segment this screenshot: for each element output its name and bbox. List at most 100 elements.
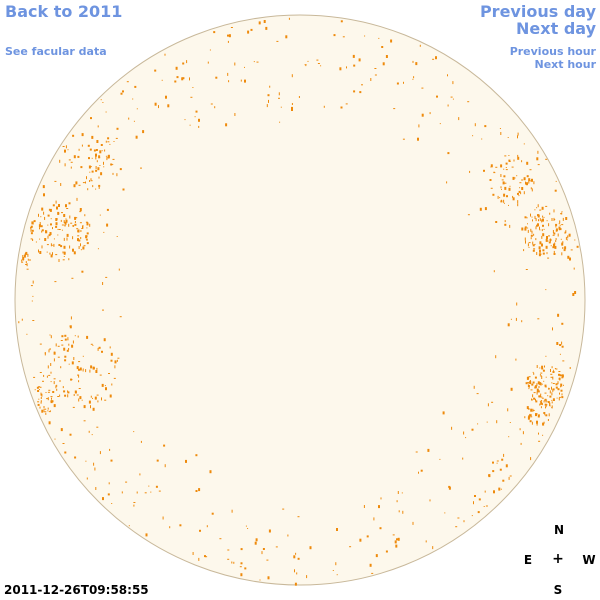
facula-point <box>268 529 271 533</box>
compass-east-label: E <box>523 553 533 567</box>
facula-point <box>106 208 109 211</box>
facula-point <box>392 534 395 536</box>
back-to-year-link[interactable]: Back to 2011 <box>5 2 123 21</box>
facula-point <box>559 392 560 395</box>
facula-point <box>511 166 514 168</box>
previous-day-link[interactable]: Previous day <box>479 2 596 21</box>
next-day-link[interactable]: Next day <box>516 19 596 38</box>
facula-point <box>96 367 98 370</box>
facula-point <box>553 243 555 247</box>
facula-point <box>526 217 528 219</box>
facula-point <box>42 380 44 382</box>
facula-point <box>549 238 552 241</box>
facula-point <box>551 401 553 404</box>
facula-point <box>78 380 80 383</box>
facula-point <box>381 46 384 48</box>
facula-point <box>75 181 78 185</box>
facula-point <box>492 193 495 196</box>
facula-point <box>539 374 541 376</box>
facula-point <box>99 451 101 455</box>
facula-point <box>45 392 47 393</box>
facula-point <box>49 252 51 255</box>
facula-point <box>65 145 67 149</box>
facula-point <box>105 276 108 278</box>
facula-point <box>25 264 28 265</box>
facula-point <box>79 367 82 371</box>
facula-point <box>484 207 487 211</box>
facula-point <box>538 395 541 398</box>
facula-point <box>43 374 45 377</box>
facula-point <box>519 187 521 189</box>
facula-point <box>561 374 564 378</box>
facula-point <box>52 244 54 246</box>
facula-point <box>540 372 543 374</box>
facula-point <box>469 170 471 173</box>
see-facular-data-link[interactable]: See facular data <box>5 45 107 58</box>
next-hour-link[interactable]: Next hour <box>534 58 597 71</box>
facula-point <box>54 438 56 440</box>
facula-point <box>323 105 325 108</box>
facula-point <box>110 352 113 356</box>
facula-point <box>77 235 80 237</box>
facula-point <box>94 396 97 400</box>
facula-point <box>542 422 545 426</box>
facula-point <box>60 219 62 222</box>
facula-point <box>63 237 65 241</box>
facula-point <box>100 144 103 146</box>
facula-point <box>473 501 474 505</box>
facula-point <box>545 158 548 160</box>
facula-point <box>536 252 538 255</box>
facula-point <box>67 339 69 341</box>
facula-point <box>63 390 66 393</box>
facula-point <box>44 408 47 410</box>
facula-point <box>521 160 523 163</box>
facula-point <box>442 411 445 415</box>
facula-point <box>52 400 54 403</box>
facula-point <box>448 486 451 490</box>
facula-point <box>526 175 529 178</box>
facula-point <box>291 106 293 110</box>
facula-point <box>38 386 41 388</box>
facula-point <box>282 508 285 510</box>
facula-point <box>97 167 100 171</box>
facula-point <box>574 239 576 241</box>
facula-point <box>85 238 88 240</box>
facula-point <box>548 388 550 390</box>
facula-point <box>541 368 544 370</box>
facula-point <box>110 359 113 362</box>
facula-point <box>538 432 539 435</box>
facula-point <box>80 243 81 247</box>
facula-point <box>523 249 525 252</box>
facula-point <box>158 105 159 109</box>
facula-point <box>534 215 536 219</box>
facula-point <box>439 123 441 125</box>
facula-point <box>103 338 106 342</box>
facula-point <box>63 214 66 217</box>
facula-point <box>538 414 540 416</box>
facula-point <box>548 223 550 227</box>
facula-point <box>154 69 157 72</box>
facula-point <box>471 428 474 431</box>
facula-point <box>560 389 563 392</box>
facula-point <box>133 431 135 433</box>
facula-point <box>342 36 345 38</box>
facula-point <box>48 374 51 376</box>
facula-point <box>44 238 47 241</box>
facula-point <box>545 406 546 409</box>
facula-point <box>68 159 71 161</box>
facula-point <box>268 99 269 103</box>
facula-point <box>530 213 531 217</box>
facula-point <box>64 355 67 358</box>
facula-point <box>539 400 542 402</box>
facula-point <box>477 423 479 425</box>
facula-point <box>58 204 60 207</box>
facula-point <box>103 231 105 233</box>
facula-point <box>92 397 93 399</box>
facula-point <box>60 366 62 369</box>
facula-point <box>527 243 529 247</box>
facula-point <box>528 180 530 184</box>
facula-point <box>525 240 526 244</box>
facula-point <box>473 385 475 389</box>
previous-hour-link[interactable]: Previous hour <box>509 45 596 58</box>
facula-point <box>57 345 60 347</box>
